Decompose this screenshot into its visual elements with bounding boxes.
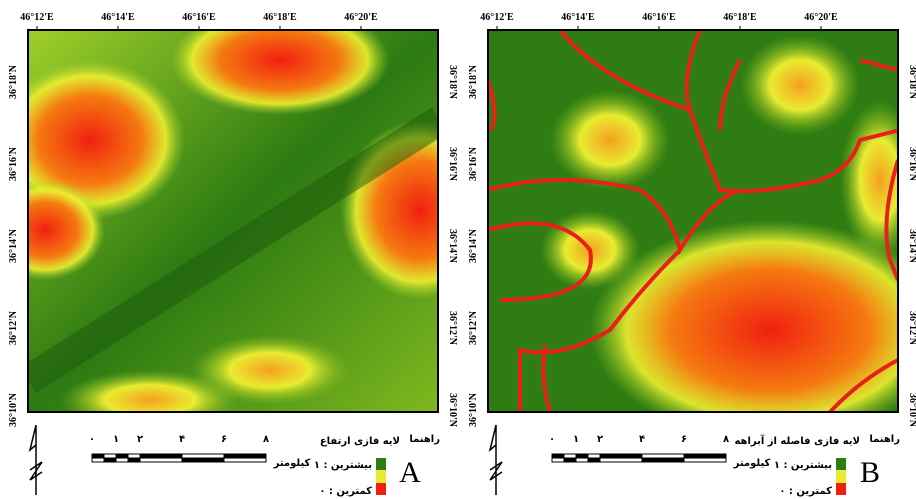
scale-label: ۲	[597, 434, 603, 445]
scale-label: ۶	[681, 434, 687, 445]
panel-letter: B	[860, 456, 880, 489]
scale-unit: کیلومتر	[273, 458, 311, 469]
scale-segment	[181, 453, 225, 459]
latitude-label: 36°10'N	[447, 393, 458, 428]
scale-segment	[575, 457, 589, 463]
legend-min-label: کمترین : ۰	[779, 486, 832, 497]
scale-label: ۸	[723, 434, 729, 445]
scale-segment	[551, 453, 565, 459]
longitude-label: 46°14'E	[561, 12, 595, 23]
latitude-label: 36°14'N	[447, 229, 458, 264]
north-arrow	[28, 424, 43, 495]
scale-label: ۰	[549, 434, 555, 445]
scale-segment	[223, 453, 267, 459]
scale-segment	[115, 457, 129, 463]
latitude-label: 36°10'N	[907, 393, 916, 428]
scale-segment	[599, 457, 643, 463]
legend-min-swatch	[376, 483, 386, 495]
latitude-label: 36°10'N	[468, 392, 479, 427]
legend-max-label: بیشترین : ۱	[314, 460, 372, 471]
longitude-label: 46°14'E	[101, 12, 135, 23]
scale-label: ۸	[263, 434, 269, 445]
longitude-label: 46°12'E	[20, 12, 54, 23]
scale-segment	[575, 453, 589, 459]
scale-segment	[683, 457, 727, 463]
scale-segment	[103, 453, 117, 459]
longitude-label: 46°12'E	[480, 12, 514, 23]
legend-heading: راهنما	[869, 434, 900, 445]
scale-segment	[641, 453, 685, 459]
scale-segment	[103, 457, 117, 463]
scale-segment	[551, 457, 565, 463]
longitude-label: 46°20'E	[804, 12, 838, 23]
scale-segment	[683, 453, 727, 459]
latitude-label: 36°10'N	[8, 392, 19, 427]
scale-segment	[563, 457, 577, 463]
scale-label: ۱	[573, 434, 579, 445]
scale-segment	[115, 453, 129, 459]
longitude-label: 46°18'E	[723, 12, 757, 23]
legend-mid-swatch	[836, 470, 846, 483]
legend-min-label: کمترین : ۰	[319, 486, 372, 497]
latitude-label: 36°18'N	[907, 65, 916, 100]
latitude-label: 36°18'N	[8, 64, 19, 99]
scale-segment	[139, 457, 183, 463]
scale-label: ۴	[639, 434, 645, 445]
scale-label: ۰	[89, 434, 95, 445]
latitude-label: 36°18'N	[447, 65, 458, 100]
scale-label: ۶	[221, 434, 227, 445]
layer-title: لایه فازی ارتفاع	[320, 436, 400, 447]
scale-segment	[91, 453, 105, 459]
latitude-label: 36°14'N	[8, 228, 19, 263]
scale-segment	[181, 457, 225, 463]
latitude-label: 36°16'N	[907, 147, 916, 182]
longitude-label: 46°20'E	[344, 12, 378, 23]
scale-segment	[127, 457, 141, 463]
scale-segment	[139, 453, 183, 459]
scale-segment	[223, 457, 267, 463]
scale-segment	[563, 453, 577, 459]
scale-segment	[587, 457, 601, 463]
scale-unit: کیلومتر	[733, 458, 771, 469]
panel-letter: A	[399, 456, 421, 489]
latitude-label: 36°14'N	[468, 228, 479, 263]
longitude-label: 46°18'E	[263, 12, 297, 23]
legend-max-swatch	[836, 458, 846, 470]
scale-segment	[587, 453, 601, 459]
latitude-label: 36°18'N	[468, 64, 479, 99]
scale-segment	[641, 457, 685, 463]
latitude-label: 36°16'N	[8, 146, 19, 181]
scale-label: ۱	[113, 434, 119, 445]
longitude-label: 46°16'E	[182, 12, 216, 23]
layer-title: لایه فازی فاصله از آبراهه	[734, 434, 860, 447]
north-arrow	[488, 424, 503, 495]
latitude-label: 36°12'N	[447, 311, 458, 346]
scale-label: ۲	[137, 434, 143, 445]
legend-max-label: بیشترین : ۱	[774, 460, 832, 471]
elevation-map	[28, 30, 438, 412]
latitude-label: 36°16'N	[468, 146, 479, 181]
legend-mid-swatch	[376, 470, 386, 483]
legend-heading: راهنما	[409, 434, 440, 445]
latitude-label: 36°12'N	[8, 310, 19, 345]
longitude-label: 46°16'E	[642, 12, 676, 23]
stream-distance-map	[488, 30, 898, 412]
legend-min-swatch	[836, 483, 846, 495]
latitude-label: 36°16'N	[447, 147, 458, 182]
legend-max-swatch	[376, 458, 386, 470]
scale-label: ۴	[179, 434, 185, 445]
latitude-label: 36°14'N	[907, 229, 916, 264]
latitude-label: 36°12'N	[907, 311, 916, 346]
latitude-label: 36°12'N	[468, 310, 479, 345]
scale-segment	[127, 453, 141, 459]
scale-segment	[599, 453, 643, 459]
scale-segment	[91, 457, 105, 463]
